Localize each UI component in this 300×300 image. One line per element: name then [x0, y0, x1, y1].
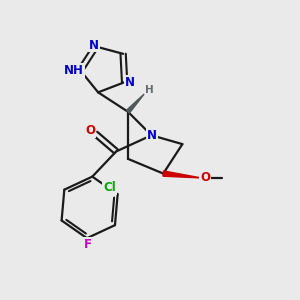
Text: N: N: [89, 38, 99, 52]
Text: F: F: [83, 238, 92, 251]
Polygon shape: [126, 94, 144, 113]
Polygon shape: [163, 171, 202, 178]
Text: N: N: [125, 76, 135, 89]
Text: NH: NH: [64, 64, 84, 77]
Text: O: O: [200, 172, 210, 184]
Text: N: N: [147, 129, 157, 142]
Text: Cl: Cl: [103, 182, 116, 194]
Text: H: H: [145, 85, 154, 94]
Text: O: O: [85, 124, 95, 137]
